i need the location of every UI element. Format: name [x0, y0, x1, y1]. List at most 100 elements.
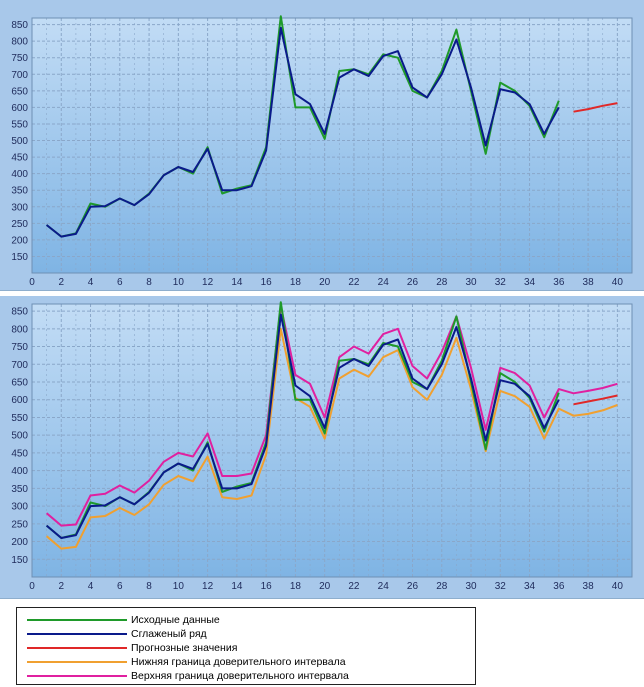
legend-item-lower-bound: Нижняя граница доверительного интервала [17, 656, 346, 668]
x-tick-label: 36 [553, 581, 565, 592]
legend-swatch-original [27, 619, 127, 621]
x-tick-label: 36 [553, 277, 565, 288]
legend-swatch-lower-bound [27, 661, 127, 663]
legend-label-original: Исходные данные [131, 614, 220, 626]
x-tick-label: 34 [524, 277, 536, 288]
y-tick-label: 450 [11, 153, 28, 164]
x-tick-label: 38 [583, 581, 595, 592]
y-tick-label: 350 [11, 186, 28, 197]
x-tick-label: 14 [231, 277, 243, 288]
legend-item-original: Исходные данные [17, 614, 220, 626]
y-tick-label: 450 [11, 448, 28, 459]
x-tick-label: 34 [524, 581, 536, 592]
y-tick-label: 300 [11, 502, 28, 513]
plot-area [32, 18, 632, 273]
x-tick-label: 40 [612, 581, 624, 592]
bottom-chart-panel: 150 200 250 300 350 400 450 500 550 600 650 700 750 8… [0, 296, 644, 599]
plot-frame [31, 303, 633, 578]
x-tick-label: 40 [612, 277, 624, 288]
x-tick-label: 32 [495, 581, 507, 592]
x-tick-label: 22 [348, 277, 360, 288]
y-tick-label: 550 [11, 413, 28, 424]
legend-label-smoothed: Сглаженый ряд [131, 628, 207, 640]
x-tick-label: 6 [117, 277, 123, 288]
tick-labels: 1502002503003504004505005506006507007508… [11, 20, 623, 288]
x-tick-label: 16 [261, 277, 273, 288]
x-tick-label: 30 [465, 277, 477, 288]
y-tick-label: 550 [11, 119, 28, 130]
y-tick-label: 700 [11, 360, 28, 371]
series-line-прогнозные-значения [573, 102, 618, 113]
x-tick-label: 20 [319, 277, 331, 288]
x-tick-label: 14 [231, 581, 243, 592]
bottom-line-chart: 1502002503003504004505005506006507007508… [0, 296, 644, 598]
plot-area [32, 304, 632, 577]
y-tick-label: 400 [11, 466, 28, 477]
legend-item-smoothed: Сглаженый ряд [17, 628, 207, 640]
y-tick-label: 800 [11, 324, 28, 335]
x-tick-label: 12 [202, 581, 214, 592]
series-line-прогнозные-значения [573, 394, 618, 406]
y-tick-label: 400 [11, 169, 28, 180]
y-tick-label: 650 [11, 378, 28, 389]
x-tick-label: 24 [378, 581, 390, 592]
tick-labels: 1502002503003504004505005506006507007508… [11, 307, 623, 592]
x-tick-label: 6 [117, 581, 123, 592]
x-tick-label: 18 [290, 277, 302, 288]
x-tick-label: 18 [290, 581, 302, 592]
y-tick-label: 500 [11, 431, 28, 442]
x-tick-label: 28 [436, 581, 448, 592]
y-tick-label: 200 [11, 235, 28, 246]
x-tick-label: 10 [173, 277, 185, 288]
y-tick-label: 250 [11, 219, 28, 230]
legend-item-upper-bound: Верхняя граница доверительного интервала [17, 670, 349, 682]
grid-lines [31, 304, 632, 577]
y-tick-label: 500 [11, 136, 28, 147]
x-tick-label: 26 [407, 581, 419, 592]
x-tick-label: 10 [173, 581, 185, 592]
y-tick-label: 650 [11, 86, 28, 97]
y-tick-label: 700 [11, 70, 28, 81]
y-tick-label: 350 [11, 484, 28, 495]
x-tick-label: 2 [58, 277, 64, 288]
x-tick-label: 20 [319, 581, 331, 592]
y-tick-label: 600 [11, 103, 28, 114]
plot-frame [31, 17, 633, 274]
x-tick-label: 8 [146, 581, 152, 592]
legend-swatch-upper-bound [27, 675, 127, 677]
legend-label-forecast: Прогнозные значения [131, 642, 238, 654]
legend-label-upper-bound: Верхняя граница доверительного интервала [131, 670, 349, 682]
y-tick-label: 150 [11, 252, 28, 263]
y-tick-label: 150 [11, 555, 28, 566]
legend-swatch-smoothed [27, 633, 127, 635]
chart-legend: Исходные данные Сглаженый ряд Прогнозные… [16, 607, 476, 685]
x-tick-label: 28 [436, 277, 448, 288]
series-line-сглаженый-ряд [45, 26, 560, 238]
x-tick-label: 0 [29, 581, 35, 592]
y-tick-label: 750 [11, 342, 28, 353]
series-line-сглаженый-ряд [45, 313, 560, 539]
series-line-верхняя-граница-доверительного-интервала [45, 304, 618, 527]
y-tick-label: 850 [11, 307, 28, 318]
x-tick-label: 22 [348, 581, 360, 592]
x-tick-label: 4 [88, 277, 94, 288]
y-tick-label: 800 [11, 37, 28, 48]
x-tick-label: 0 [29, 277, 35, 288]
y-tick-label: 200 [11, 537, 28, 548]
top-line-chart: 1502002503003504004505005506006507007508… [0, 0, 644, 290]
legend-swatch-forecast [27, 647, 127, 649]
legend-item-forecast: Прогнозные значения [17, 642, 237, 654]
y-tick-label: 600 [11, 395, 28, 406]
y-tick-label: 300 [11, 202, 28, 213]
x-tick-label: 30 [465, 581, 477, 592]
x-tick-label: 2 [58, 581, 64, 592]
y-tick-label: 750 [11, 53, 28, 64]
x-tick-label: 12 [202, 277, 214, 288]
grid-lines [31, 18, 632, 273]
y-tick-label: 850 [11, 20, 28, 31]
x-tick-label: 32 [495, 277, 507, 288]
x-tick-label: 26 [407, 277, 419, 288]
series-line-нижняя-граница-доверительного-интервала [45, 327, 618, 550]
x-tick-label: 38 [583, 277, 595, 288]
x-tick-label: 16 [261, 581, 273, 592]
